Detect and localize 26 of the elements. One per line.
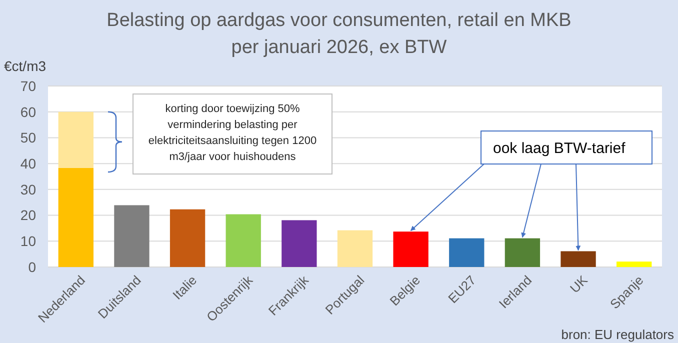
chart-title: Belasting op aardgas voor consumenten, retail en MKB per januari 2026, ex BTW xyxy=(106,10,572,58)
bar xyxy=(616,262,652,267)
y-tick-label: 70 xyxy=(20,78,36,94)
y-tick-label: 30 xyxy=(20,181,36,198)
text: bron: EU regulators xyxy=(561,327,674,342)
y-axis-title: €ct/m3 xyxy=(4,58,46,74)
y-tick-label: 40 xyxy=(20,155,36,172)
bar xyxy=(58,112,94,168)
bar xyxy=(504,238,540,267)
bar xyxy=(393,232,428,267)
y-tick-label: 60 xyxy=(20,104,36,120)
y-tick-label: 0 xyxy=(28,258,36,275)
annotation: korting door toewijzing 50% vermindering belasting per elektriciteitsaansluiting tegen 1200 m3/jaar voor huishoudens xyxy=(147,102,318,165)
y-tick-label: 10 xyxy=(20,233,36,250)
bar xyxy=(282,220,317,267)
annotation: ook laag BTW-tarief xyxy=(493,140,626,157)
y-tick-label: 50 xyxy=(20,130,36,146)
bar xyxy=(170,209,206,267)
bar xyxy=(560,251,596,267)
bar xyxy=(449,238,484,267)
bar xyxy=(114,205,150,267)
bar xyxy=(226,214,261,267)
bar xyxy=(58,168,94,267)
x-tick-label: UK xyxy=(567,272,591,296)
x-tick-label: Italie xyxy=(170,272,200,303)
y-tick-label: 20 xyxy=(20,207,36,224)
